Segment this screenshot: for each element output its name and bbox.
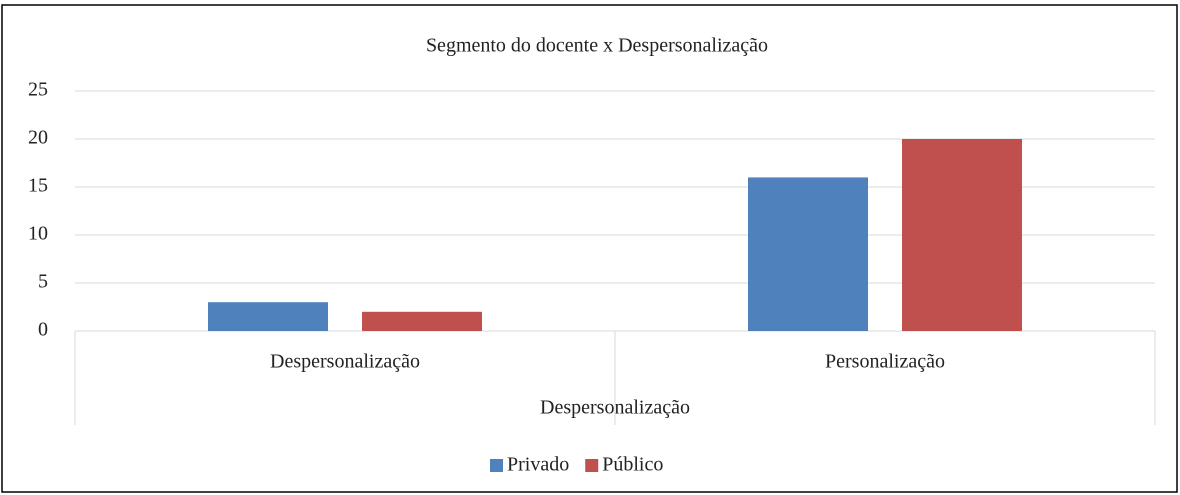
- bar: [362, 311, 482, 331]
- bar: [902, 139, 1022, 331]
- bar: [748, 177, 868, 331]
- legend-swatch: [490, 459, 503, 472]
- y-tick-label: 0: [38, 319, 48, 341]
- chart-title: Segmento do docente x Despersonalização: [426, 35, 768, 57]
- y-tick-label: 25: [28, 79, 48, 101]
- y-tick-label: 5: [38, 271, 48, 293]
- x-tick-label: Personalização: [825, 351, 945, 373]
- legend-label: Privado: [507, 454, 569, 476]
- y-tick-label: 15: [28, 175, 48, 197]
- bar: [208, 302, 328, 331]
- y-tick-label: 20: [28, 127, 48, 149]
- x-tick-label: Despersonalização: [270, 351, 420, 373]
- legend-swatch: [585, 459, 599, 472]
- y-tick-label: 10: [28, 223, 48, 245]
- legend-label: Público: [602, 454, 663, 476]
